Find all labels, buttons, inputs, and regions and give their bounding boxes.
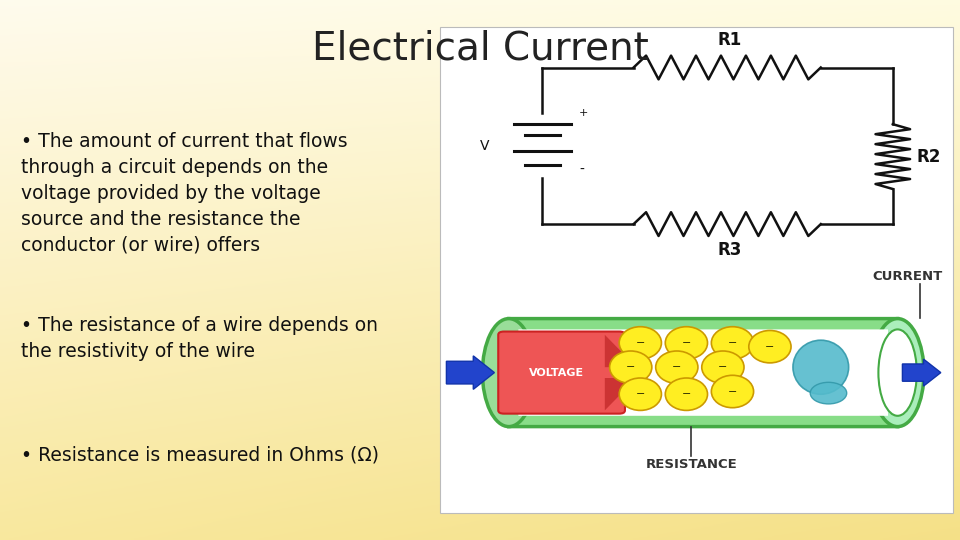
Ellipse shape <box>702 351 744 383</box>
FancyBboxPatch shape <box>440 27 953 513</box>
Text: −: − <box>636 338 645 348</box>
Text: • The resistance of a wire depends on
the resistivity of the wire: • The resistance of a wire depends on th… <box>21 316 378 361</box>
Text: −: − <box>728 387 737 396</box>
Text: −: − <box>636 389 645 399</box>
Ellipse shape <box>793 340 849 394</box>
Ellipse shape <box>871 319 924 427</box>
FancyArrow shape <box>902 359 941 386</box>
Text: CURRENT: CURRENT <box>873 271 943 284</box>
Ellipse shape <box>619 378 661 410</box>
Text: Electrical Current: Electrical Current <box>312 30 648 68</box>
FancyBboxPatch shape <box>509 319 898 427</box>
Text: −: − <box>728 338 737 348</box>
Ellipse shape <box>656 351 698 383</box>
Text: VOLTAGE: VOLTAGE <box>529 368 585 377</box>
Ellipse shape <box>711 327 754 359</box>
Text: −: − <box>765 342 775 352</box>
Ellipse shape <box>619 327 661 359</box>
FancyBboxPatch shape <box>498 332 625 414</box>
Ellipse shape <box>483 319 536 427</box>
Text: −: − <box>718 362 728 372</box>
Ellipse shape <box>665 378 708 410</box>
Ellipse shape <box>749 330 791 363</box>
Polygon shape <box>605 335 636 367</box>
Text: R2: R2 <box>917 147 941 166</box>
Text: • The amount of current that flows
through a circuit depends on the
voltage prov: • The amount of current that flows throu… <box>21 132 348 254</box>
Text: −: − <box>626 362 636 372</box>
Polygon shape <box>605 378 636 410</box>
Text: −: − <box>682 338 691 348</box>
Text: V: V <box>480 139 490 153</box>
Text: −: − <box>682 389 691 399</box>
Ellipse shape <box>610 351 652 383</box>
Ellipse shape <box>810 382 847 404</box>
Text: +: + <box>579 109 588 118</box>
Text: RESISTANCE: RESISTANCE <box>645 458 737 471</box>
Text: • Resistance is measured in Ohms (Ω): • Resistance is measured in Ohms (Ω) <box>21 446 379 464</box>
FancyArrow shape <box>446 356 494 389</box>
FancyBboxPatch shape <box>518 329 888 416</box>
Ellipse shape <box>711 375 754 408</box>
Text: R3: R3 <box>717 241 742 259</box>
Ellipse shape <box>665 327 708 359</box>
Text: −: − <box>672 362 682 372</box>
Text: R1: R1 <box>717 31 742 49</box>
Ellipse shape <box>878 329 917 416</box>
Text: -: - <box>579 163 584 177</box>
